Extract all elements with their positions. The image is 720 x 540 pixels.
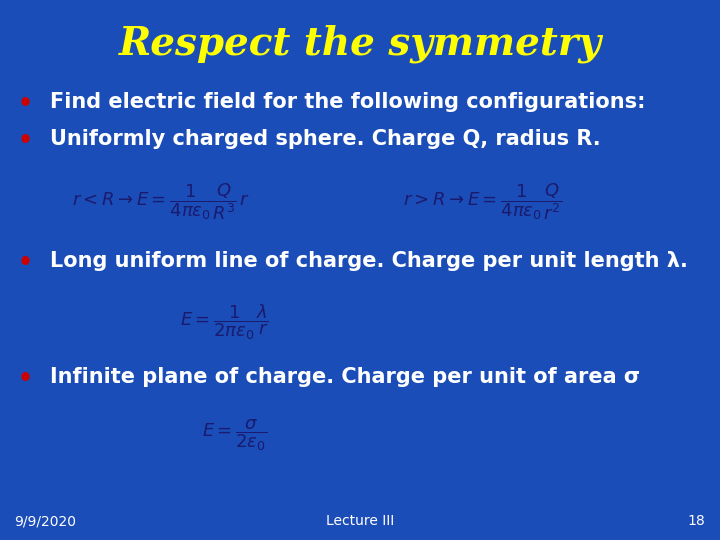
Text: •: •: [18, 367, 32, 391]
Text: Respect the symmetry: Respect the symmetry: [119, 24, 601, 63]
Text: •: •: [18, 92, 32, 116]
Text: 9/9/2020: 9/9/2020: [14, 514, 76, 528]
Text: Find electric field for the following configurations:: Find electric field for the following co…: [50, 92, 646, 112]
Text: $E = \dfrac{\sigma}{2\varepsilon_0}$: $E = \dfrac{\sigma}{2\varepsilon_0}$: [202, 417, 267, 453]
Text: •: •: [18, 251, 32, 275]
Text: Infinite plane of charge. Charge per unit of area σ: Infinite plane of charge. Charge per uni…: [50, 367, 641, 387]
Text: 18: 18: [688, 514, 706, 528]
Text: Long uniform line of charge. Charge per unit length λ.: Long uniform line of charge. Charge per …: [50, 251, 688, 271]
Text: Lecture III: Lecture III: [326, 514, 394, 528]
Text: $r > R \rightarrow E = \dfrac{1}{4\pi\varepsilon_0} \dfrac{Q}{r^2}$: $r > R \rightarrow E = \dfrac{1}{4\pi\va…: [403, 181, 562, 221]
Text: Uniformly charged sphere. Charge Q, radius R.: Uniformly charged sphere. Charge Q, radi…: [50, 129, 601, 148]
Text: $E = \dfrac{1}{2\pi\varepsilon_0} \dfrac{\lambda}{r}$: $E = \dfrac{1}{2\pi\varepsilon_0} \dfrac…: [180, 302, 269, 342]
Text: •: •: [18, 129, 32, 152]
Text: $r < R \rightarrow E = \dfrac{1}{4\pi\varepsilon_0} \dfrac{Q}{R^3}\, r$: $r < R \rightarrow E = \dfrac{1}{4\pi\va…: [72, 181, 250, 221]
